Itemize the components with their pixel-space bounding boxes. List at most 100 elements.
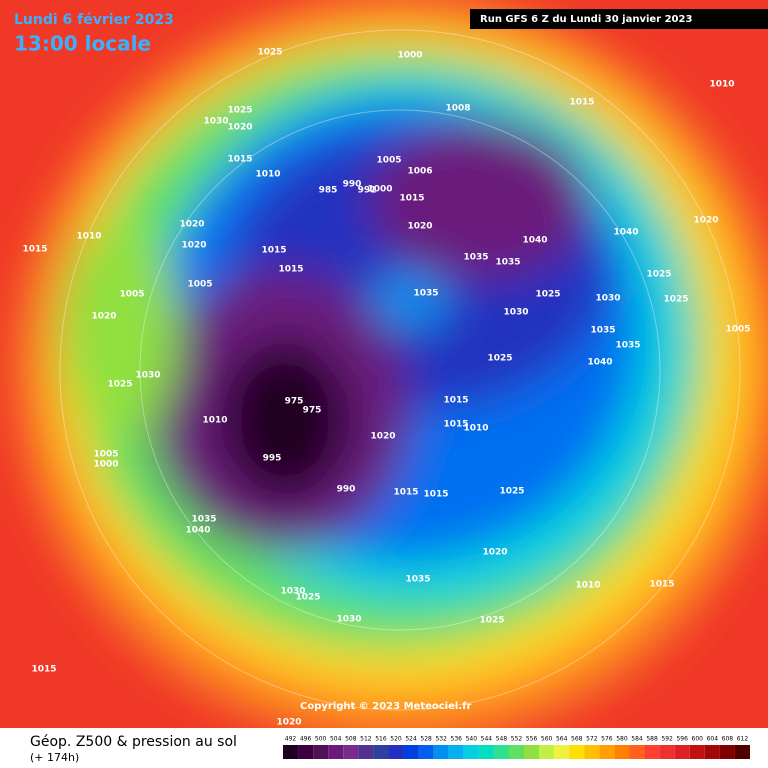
- legend-label: 516: [375, 736, 387, 743]
- isobar-label: 975: [285, 397, 304, 407]
- legend-label: 612: [737, 736, 749, 743]
- legend-swatch: [599, 745, 615, 759]
- legend-swatch: [388, 745, 404, 759]
- isobar-label: 1020: [227, 123, 252, 133]
- legend-swatch: [508, 745, 525, 759]
- isobar-label: 1005: [376, 156, 401, 166]
- isobar-label: 975: [303, 406, 322, 416]
- legend-label: 564: [556, 736, 568, 743]
- footer-title: Géop. Z500 & pression au sol: [30, 734, 237, 750]
- legend-label: 584: [631, 736, 643, 743]
- isobar-label: 1020: [276, 718, 301, 728]
- isobar-label: 1006: [407, 167, 432, 177]
- isobar-label: 1020: [370, 432, 395, 442]
- legend-label: 592: [661, 736, 673, 743]
- isobar-label: 1030: [280, 587, 305, 597]
- footer-subtitle: (+ 174h): [30, 751, 79, 764]
- isobar-label: 1015: [278, 265, 303, 275]
- legend-swatch: [659, 745, 675, 759]
- legend-swatch: [463, 745, 479, 759]
- legend-swatch: [433, 745, 449, 759]
- isobar-label: 990: [343, 180, 362, 190]
- legend-swatch: [418, 745, 434, 759]
- legend-swatch: [569, 745, 585, 759]
- legend-swatch: [539, 745, 555, 759]
- isobar-label: 1005: [187, 280, 212, 290]
- isobar-label: 1020: [482, 548, 507, 558]
- legend-swatch: [328, 745, 344, 759]
- isobar-label: 1010: [709, 80, 734, 90]
- isobar-label: 1010: [76, 232, 101, 242]
- isobar-label: 1025: [646, 270, 671, 280]
- legend-label: 560: [541, 736, 553, 743]
- run-box: [470, 9, 768, 29]
- legend-label: 532: [435, 736, 447, 743]
- isobar-label: 1040: [613, 228, 638, 238]
- isobar-label: 1010: [575, 581, 600, 591]
- legend-label: 492: [285, 736, 297, 743]
- legend-swatch: [629, 745, 645, 759]
- isobar-label: 1015: [399, 194, 424, 204]
- legend-swatch: [298, 745, 314, 759]
- isoline: [59, 29, 741, 711]
- legend-swatch: [719, 745, 735, 759]
- isobar-label: 1015: [22, 245, 47, 255]
- isobar-label: 1020: [91, 312, 116, 322]
- legend-label: 528: [420, 736, 432, 743]
- legend-swatch: [614, 745, 630, 759]
- isobar-label: 1015: [443, 396, 468, 406]
- legend-label: 588: [646, 736, 658, 743]
- legend-swatch: [524, 745, 540, 759]
- isobar-label: 1025: [487, 354, 512, 364]
- legend-swatch: [584, 745, 600, 759]
- isobar-label: 1020: [179, 220, 204, 230]
- isobar-label: 985: [319, 186, 338, 196]
- isoline: [139, 109, 661, 631]
- legend-label: 604: [707, 736, 719, 743]
- isobar-label: 1000: [397, 51, 422, 61]
- legend-swatch: [403, 745, 419, 759]
- isobar-label: 1040: [522, 236, 547, 246]
- isobar-label: 1020: [693, 216, 718, 226]
- legend-label: 524: [405, 736, 417, 743]
- isobar-label: 1025: [295, 593, 320, 603]
- isobar-label: 1035: [495, 258, 520, 268]
- isobar-label: 1015: [31, 665, 56, 675]
- isobar-label: 1015: [649, 580, 674, 590]
- legend-label: 556: [526, 736, 538, 743]
- isobar-label: 1010: [463, 424, 488, 434]
- isobar-label: 1020: [407, 222, 432, 232]
- legend-swatch: [448, 745, 464, 759]
- isobar-label: 1005: [93, 450, 118, 460]
- legend-label: 504: [330, 736, 342, 743]
- legend-label: 568: [571, 736, 583, 743]
- isobar-label: 1025: [479, 616, 504, 626]
- isobar-label: 1015: [227, 155, 252, 165]
- isobar-label: 1035: [413, 289, 438, 299]
- isobar-label: 1000: [367, 185, 392, 195]
- legend-swatch: [313, 745, 329, 759]
- legend-label: 580: [616, 736, 628, 743]
- isobar-label: 1035: [405, 575, 430, 585]
- isobar-label: 1035: [615, 341, 640, 351]
- isobar-label: 1025: [257, 48, 282, 58]
- legend-swatch: [343, 745, 359, 759]
- isobar-label: 991: [358, 186, 377, 196]
- isobar-label: 1030: [135, 371, 160, 381]
- isobar-label: 1040: [185, 526, 210, 536]
- isobar-label: 1015: [261, 246, 286, 256]
- legend-label: 512: [360, 736, 372, 743]
- isobar-label: 1025: [227, 106, 252, 116]
- isobar-label: 1030: [336, 615, 361, 625]
- legend-label: 576: [601, 736, 613, 743]
- legend-swatch: [674, 745, 690, 759]
- legend-label: 548: [496, 736, 508, 743]
- isobar-label: 1000: [93, 460, 118, 470]
- isobar-label: 1010: [202, 416, 227, 426]
- run: Run GFS 6 Z du Lundi 30 janvier 2023: [480, 14, 692, 25]
- legend-label: 552: [511, 736, 523, 743]
- isobar-label: 1010: [255, 170, 280, 180]
- legend-label: 496: [300, 736, 312, 743]
